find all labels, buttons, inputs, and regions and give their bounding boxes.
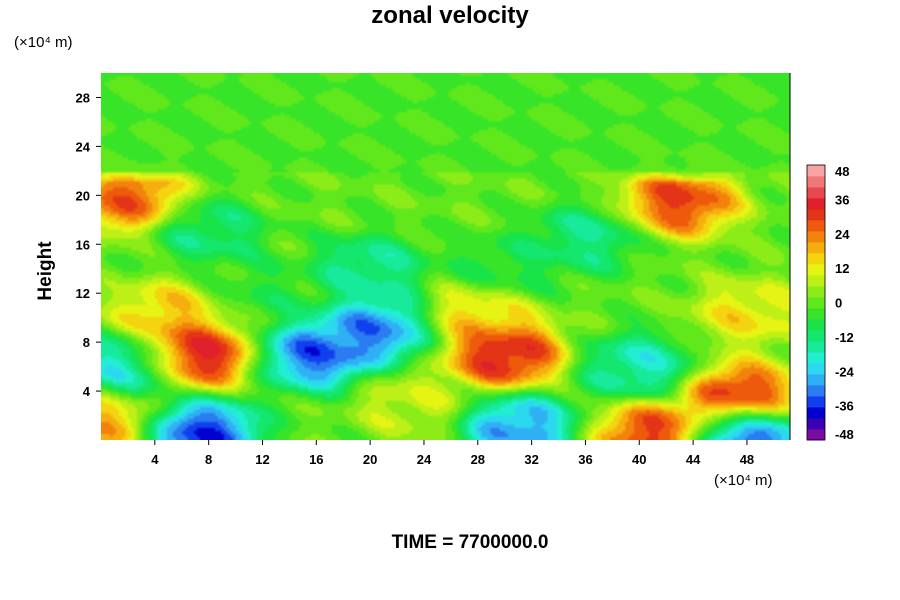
x-tick-label: 16 bbox=[309, 452, 323, 467]
y-tick-label: 28 bbox=[76, 90, 90, 105]
colorbar-swatch bbox=[807, 385, 825, 397]
colorbar-swatch bbox=[807, 165, 825, 177]
time-label: TIME = 7700000.0 bbox=[391, 532, 549, 553]
colorbar-swatch bbox=[807, 220, 825, 232]
colorbar-swatch bbox=[807, 429, 825, 441]
x-tick-label: 32 bbox=[524, 452, 538, 467]
x-tick-label: 44 bbox=[686, 452, 701, 467]
x-tick-label: 4 bbox=[151, 452, 159, 467]
colorbar-swatch bbox=[807, 319, 825, 331]
plot-area bbox=[101, 73, 791, 440]
y-tick-label: 12 bbox=[76, 286, 90, 301]
colorbar-tick-label: -36 bbox=[835, 399, 854, 414]
chart-title: zonal velocity bbox=[371, 2, 529, 29]
colorbar-swatch bbox=[807, 286, 825, 298]
colorbar-swatch bbox=[807, 297, 825, 309]
colorbar-swatch bbox=[807, 396, 825, 408]
x-axis-unit-label: (×10⁴ m) bbox=[714, 472, 773, 489]
y-tick-label: 8 bbox=[83, 335, 90, 350]
colorbar-tick-label: -24 bbox=[835, 364, 855, 379]
colorbar-swatch bbox=[807, 308, 825, 320]
y-tick-label: 16 bbox=[76, 237, 90, 252]
colorbar-swatch bbox=[807, 264, 825, 276]
y-axis-unit-label: (×10⁴ m) bbox=[14, 34, 73, 51]
colorbar-swatch bbox=[807, 330, 825, 342]
colorbar: -48 -36 -24 -12 0 12 24 36 48 bbox=[806, 164, 855, 442]
colorbar-swatch bbox=[807, 176, 825, 188]
colorbar-swatch bbox=[807, 418, 825, 430]
colorbar-tick-label: 24 bbox=[835, 227, 850, 242]
x-tick-label: 28 bbox=[471, 452, 485, 467]
colorbar-swatch bbox=[807, 363, 825, 375]
colorbar-swatch bbox=[807, 253, 825, 265]
x-tick-label: 36 bbox=[578, 452, 592, 467]
colorbar-swatch bbox=[807, 231, 825, 243]
x-tick-label: 20 bbox=[363, 452, 377, 467]
colorbar-tick-label: 36 bbox=[835, 192, 849, 207]
x-tick-label: 12 bbox=[255, 452, 269, 467]
x-tick-label: 8 bbox=[205, 452, 212, 467]
x-tick-label: 24 bbox=[417, 452, 432, 467]
colorbar-swatch bbox=[807, 341, 825, 353]
x-axis-ticks: 4 8 12 16 20 24 28 32 36 40 44 48 bbox=[151, 440, 754, 467]
colorbar-frame bbox=[806, 164, 826, 441]
colorbar-swatch bbox=[807, 209, 825, 221]
colorbar-swatch bbox=[807, 275, 825, 287]
colorbar-swatch bbox=[807, 374, 825, 386]
colorbar-tick-label: -12 bbox=[835, 330, 854, 345]
colorbar-swatch bbox=[807, 352, 825, 364]
heatmap-field bbox=[101, 73, 790, 440]
y-axis-ticks: 4 8 12 16 20 24 28 bbox=[76, 90, 101, 399]
colorbar-swatch bbox=[807, 187, 825, 199]
y-tick-label: 4 bbox=[83, 384, 91, 399]
colorbar-tick-label: 0 bbox=[835, 296, 842, 311]
y-tick-label: 24 bbox=[76, 139, 91, 154]
y-tick-label: 20 bbox=[76, 188, 90, 203]
colorbar-swatch bbox=[807, 407, 825, 419]
colorbar-swatch bbox=[807, 242, 825, 254]
colorbar-tick-label: 12 bbox=[835, 261, 849, 276]
x-tick-label: 48 bbox=[740, 452, 754, 467]
colorbar-tick-label: 48 bbox=[835, 164, 849, 179]
colorbar-swatch bbox=[807, 198, 825, 210]
x-tick-label: 40 bbox=[632, 452, 646, 467]
colorbar-tick-label: -48 bbox=[835, 427, 854, 442]
